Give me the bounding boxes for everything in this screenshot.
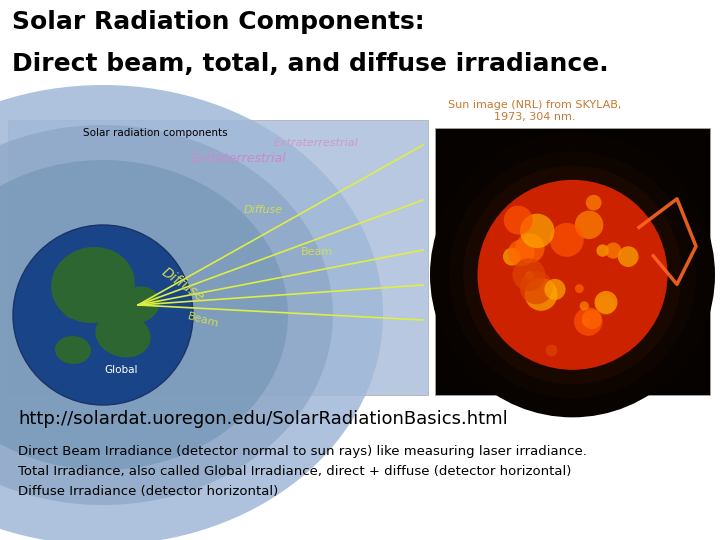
Text: http://solardat.uoregon.edu/SolarRadiationBasics.html: http://solardat.uoregon.edu/SolarRadiati… (18, 410, 508, 428)
Circle shape (525, 278, 557, 311)
Text: Beam: Beam (186, 311, 220, 329)
Circle shape (580, 301, 589, 310)
Circle shape (544, 279, 565, 300)
Text: Solar Radiation Components:: Solar Radiation Components: (12, 10, 425, 34)
Bar (435, 128, 710, 395)
Circle shape (575, 284, 584, 293)
Circle shape (618, 246, 639, 267)
Circle shape (515, 233, 544, 263)
Text: Extraterrestrial: Extraterrestrial (192, 152, 287, 165)
Circle shape (504, 206, 533, 234)
Text: Sun image (NRL) from SKYLAB,
1973, 304 nm.: Sun image (NRL) from SKYLAB, 1973, 304 n… (449, 100, 621, 122)
Text: Solar radiation components: Solar radiation components (83, 128, 228, 138)
Ellipse shape (117, 287, 160, 323)
Circle shape (606, 242, 621, 259)
Circle shape (586, 195, 601, 211)
Text: Diffuse: Diffuse (244, 205, 283, 215)
Text: Direct beam, total, and diffuse irradiance.: Direct beam, total, and diffuse irradian… (12, 52, 608, 76)
Text: Extraterrestrial: Extraterrestrial (274, 138, 358, 148)
Text: Beam: Beam (301, 247, 333, 257)
Circle shape (520, 271, 553, 304)
Circle shape (449, 151, 696, 399)
Circle shape (13, 225, 193, 405)
Circle shape (575, 211, 603, 239)
Circle shape (595, 295, 615, 315)
Ellipse shape (62, 281, 94, 319)
Circle shape (574, 307, 603, 336)
Text: Direct Beam Irradiance (detector normal to sun rays) like measuring laser irradi: Direct Beam Irradiance (detector normal … (18, 445, 587, 458)
Circle shape (430, 132, 715, 417)
Circle shape (508, 239, 535, 266)
Bar (8, 120, 428, 395)
Ellipse shape (95, 313, 150, 357)
Circle shape (526, 271, 534, 280)
Text: Total Irradiance, also called Global Irradiance, direct + diffuse (detector hori: Total Irradiance, also called Global Irr… (18, 465, 572, 478)
Circle shape (477, 180, 667, 370)
Circle shape (582, 309, 602, 329)
Ellipse shape (55, 336, 91, 364)
Circle shape (546, 345, 557, 356)
Text: Global: Global (104, 365, 138, 375)
Ellipse shape (0, 85, 383, 540)
Circle shape (513, 258, 545, 291)
Ellipse shape (51, 247, 135, 323)
Circle shape (520, 214, 554, 248)
Text: Diffuse Irradiance (detector horizontal): Diffuse Irradiance (detector horizontal) (18, 485, 278, 498)
Text: Diffuse: Diffuse (159, 265, 207, 305)
Ellipse shape (0, 125, 333, 505)
Circle shape (463, 166, 682, 384)
Circle shape (503, 247, 521, 266)
Circle shape (596, 245, 609, 256)
Ellipse shape (0, 160, 288, 470)
Circle shape (550, 223, 584, 257)
Circle shape (582, 318, 590, 326)
Circle shape (595, 291, 618, 314)
